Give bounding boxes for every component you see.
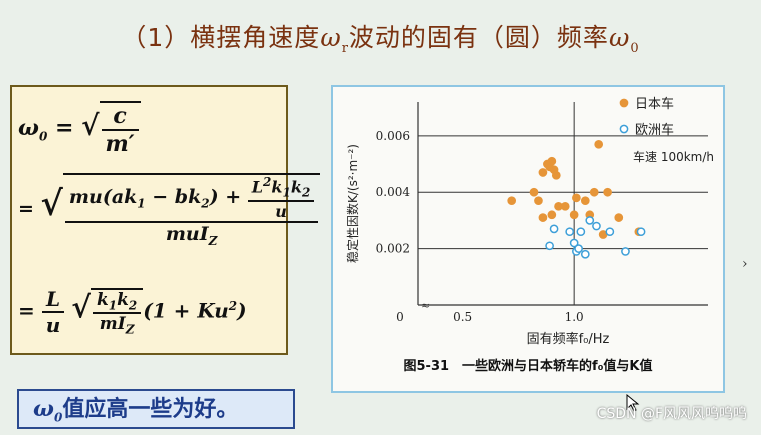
legend-marker bbox=[619, 98, 629, 108]
data-point-europe bbox=[576, 227, 586, 237]
data-point-europe bbox=[621, 247, 630, 256]
data-point-japan bbox=[547, 156, 557, 166]
data-point-europe bbox=[569, 238, 579, 248]
data-point-japan bbox=[507, 196, 517, 206]
x-tick-label: 0 bbox=[396, 310, 404, 324]
data-point-japan bbox=[572, 193, 581, 203]
data-point-japan bbox=[560, 201, 570, 211]
data-point-europe bbox=[574, 244, 583, 253]
formula-box: ω0 = √ c m′ = √ mu(ak1 − bk2) + L2k1k2 u muIZ… bbox=[10, 85, 321, 355]
data-point-europe bbox=[636, 227, 646, 237]
formula-line-1: ω0 = √ c m′ bbox=[18, 101, 141, 157]
y-tick-label: 0.002 bbox=[376, 242, 410, 256]
data-point-europe bbox=[592, 221, 601, 231]
data-point-japan bbox=[594, 139, 604, 149]
data-point-europe bbox=[549, 224, 559, 234]
data-point-japan bbox=[551, 170, 561, 180]
data-point-europe bbox=[580, 249, 590, 259]
y-axis-label: 稳定性因数K/(s²·m⁻²) bbox=[345, 144, 360, 263]
data-point-japan bbox=[538, 168, 548, 177]
data-point-europe bbox=[585, 216, 595, 225]
chart-annotation: 车速 100km/h bbox=[633, 149, 714, 164]
data-point-japan bbox=[603, 187, 612, 197]
scatter-figure: 0.002 0.004 0.006 0 0.5 1.0 ≈ 固有频率f₀/Hz 稳定性因数K/(… bbox=[331, 85, 725, 393]
data-point-europe bbox=[565, 227, 575, 237]
y-tick-label: 0.004 bbox=[376, 185, 411, 199]
data-point-japan bbox=[529, 187, 539, 197]
watermark: CSDN @F风风风呜呜呜 bbox=[596, 406, 747, 422]
legend-label: 日本车 bbox=[635, 96, 674, 112]
axis-break-mark: ≈ bbox=[421, 299, 430, 312]
conclusion-note: ω0值应高一些为好。 bbox=[17, 389, 295, 429]
data-point-japan bbox=[589, 187, 599, 197]
x-tick-label: 1.0 bbox=[565, 310, 584, 324]
y-tick-label: 0.006 bbox=[376, 129, 410, 143]
data-point-europe bbox=[605, 227, 615, 237]
slide-title: （1）横摆角速度ωr波动的固有（圆）频率ω0 bbox=[121, 23, 640, 56]
data-point-japan bbox=[569, 210, 579, 220]
data-point-japan bbox=[580, 196, 590, 206]
data-point-japan bbox=[614, 213, 624, 222]
data-point-europe bbox=[545, 241, 554, 251]
legend-marker bbox=[619, 124, 629, 134]
scatter-chart: 0.002 0.004 0.006 0 0.5 1.0 ≈ 固有频率f₀/Hz 稳定性因数K/(… bbox=[345, 96, 714, 374]
chevron-right-icon[interactable]: › bbox=[742, 256, 748, 272]
legend-label: 欧洲车 bbox=[635, 122, 674, 138]
formula-line-2: = √ mu(ak1 − bk2) + L2k1k2 u muIZ bbox=[18, 173, 321, 247]
x-tick-label: 0.5 bbox=[453, 310, 472, 324]
x-axis-label: 固有频率f₀/Hz bbox=[527, 331, 610, 347]
data-point-japan bbox=[547, 210, 557, 220]
figure-caption: 图5-31 一些欧洲与日本轿车的f₀值与K值 bbox=[404, 358, 653, 374]
data-point-japan bbox=[534, 196, 543, 206]
mouse-cursor-icon bbox=[626, 394, 640, 412]
data-point-japan bbox=[538, 213, 548, 222]
